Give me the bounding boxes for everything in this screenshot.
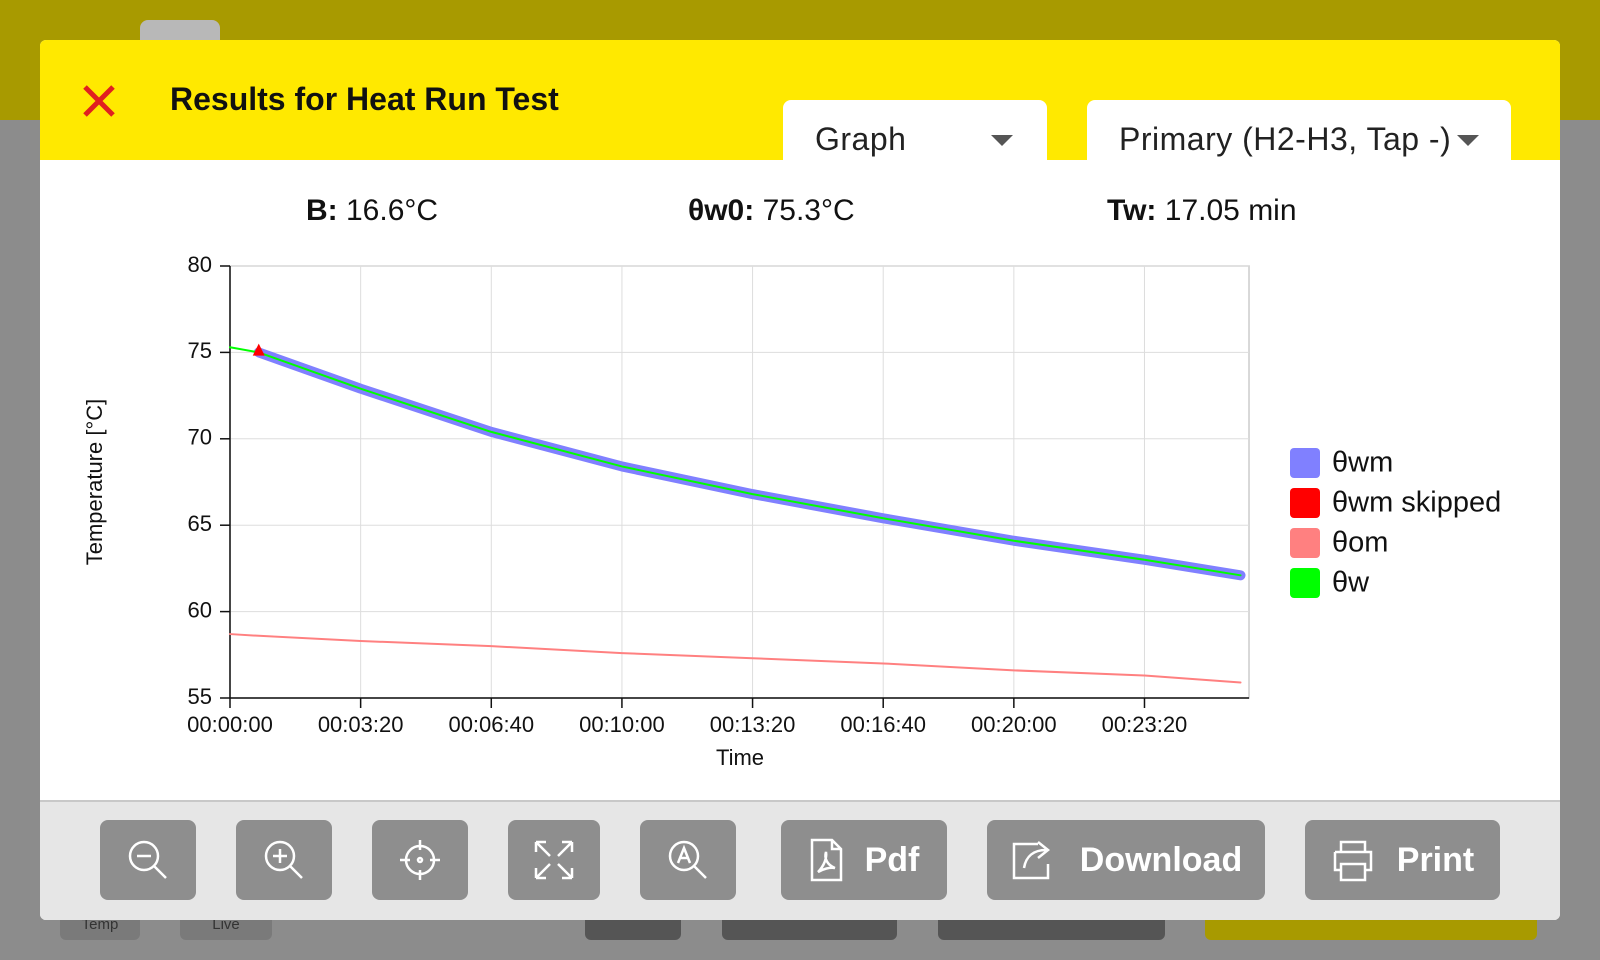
stat: θw0: 75.3°C — [688, 194, 855, 228]
y-tick-label: 55 — [188, 684, 212, 709]
caret — [1457, 135, 1479, 146]
line — [253, 347, 1246, 581]
legend-label: θom — [1332, 527, 1388, 559]
y-tick-label: 75 — [188, 338, 212, 363]
legend-label: θwm — [1332, 447, 1393, 479]
center-button[interactable] — [372, 820, 468, 900]
legend-swatch — [1290, 568, 1320, 598]
app-button — [1205, 918, 1537, 940]
x-axis-label: Time — [716, 745, 764, 770]
y-tick-label: 80 — [188, 252, 212, 277]
x-tick-label: 00:03:20 — [318, 712, 404, 737]
x-tick-label: 00:16:40 — [840, 712, 926, 737]
auto-zoom-button[interactable] — [640, 820, 736, 900]
app-button — [938, 918, 1165, 940]
y-tick-label: 65 — [188, 511, 212, 536]
legend-swatch — [1290, 488, 1320, 518]
button-label: Download — [1079, 840, 1243, 879]
stat: B: 16.6°C — [306, 194, 438, 228]
download-button[interactable]: Download — [987, 820, 1265, 900]
line — [229, 346, 1242, 577]
plot-area — [229, 265, 1250, 699]
stat-value: 75.3°C — [762, 194, 855, 227]
button-label: Print — [1396, 840, 1475, 879]
view-select[interactable]: Graph — [783, 100, 1047, 179]
x-tick-label: 00:06:40 — [448, 712, 534, 737]
x-tick-label: 00:10:00 — [579, 712, 665, 737]
chart: Time Temperature [°C] 55 60 65 70 75 80 00:00:… — [82, 252, 1501, 770]
legend-swatch — [1290, 528, 1320, 558]
fit-button[interactable] — [508, 820, 600, 900]
x-tick-label: 00:00:00 — [187, 712, 273, 737]
zoom-in-button[interactable] — [236, 820, 332, 900]
stat-value: 17.05 min — [1164, 194, 1297, 227]
app-button — [585, 918, 681, 940]
stat-value: 16.6°C — [346, 194, 439, 227]
marker — [252, 343, 265, 356]
stat: Tw: 17.05 min — [1107, 194, 1297, 228]
legend-label: θwm skipped — [1332, 487, 1501, 519]
button-label: Pdf — [864, 840, 920, 879]
x-tick-label: 00:13:20 — [710, 712, 796, 737]
legend-swatch — [1290, 448, 1320, 478]
close-button[interactable] — [82, 84, 116, 118]
y-axis-label: Temperature [°C] — [82, 399, 107, 566]
caret — [991, 135, 1013, 146]
zoom-out-button[interactable] — [100, 820, 196, 900]
line — [229, 633, 1242, 684]
x-tick-label: 00:23:20 — [1102, 712, 1188, 737]
winding-select[interactable]: Primary (H2-H3, Tap -) — [1087, 100, 1511, 179]
print-button[interactable]: Print — [1305, 820, 1500, 900]
dialog-title: Results for Heat Run Test — [170, 81, 559, 117]
stat-label: B: — [306, 194, 338, 227]
select-text: Primary (H2-H3, Tap -) — [1119, 121, 1452, 157]
y-tick-label: 60 — [188, 597, 212, 622]
pdf-button[interactable]: Pdf — [781, 820, 947, 900]
select-text: Graph — [815, 121, 907, 157]
stat-label: θw0: — [688, 194, 755, 227]
stat-label: Tw: — [1107, 194, 1157, 227]
app-button — [722, 918, 897, 940]
y-tick-label: 70 — [188, 425, 212, 450]
x-tick-label: 00:20:00 — [971, 712, 1057, 737]
legend-label: θw — [1332, 567, 1370, 599]
